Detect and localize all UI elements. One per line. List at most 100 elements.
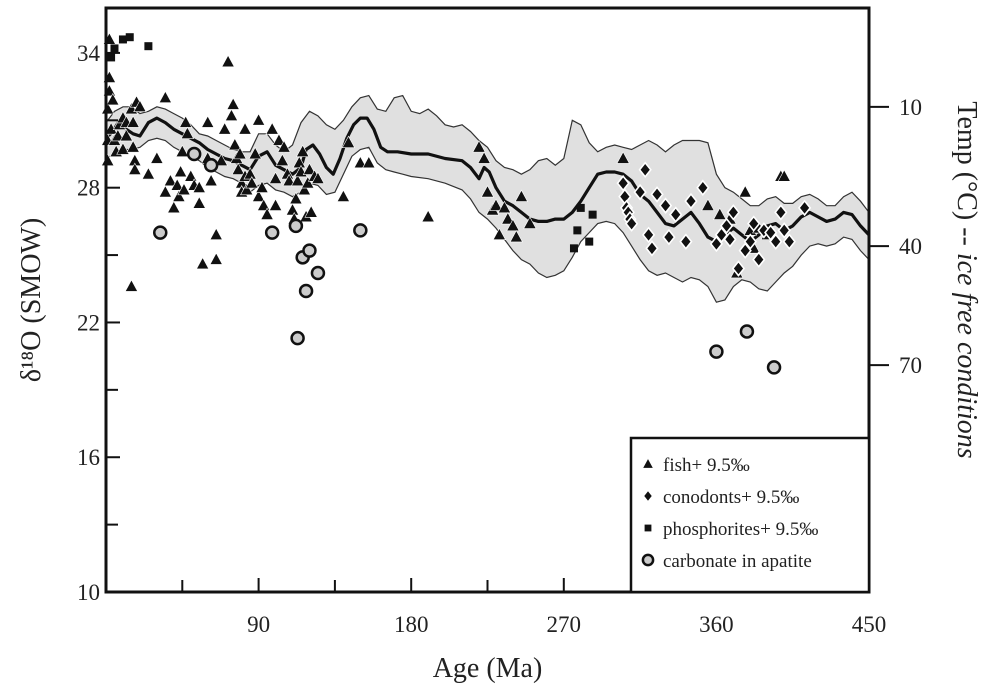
diamond-point — [633, 183, 647, 201]
triangle-point — [290, 173, 305, 187]
triangle-point — [362, 155, 376, 169]
x-tick-label: 270 — [547, 612, 582, 637]
triangle-point — [150, 151, 164, 164]
triangle-point — [119, 128, 134, 142]
triangle-point — [116, 142, 130, 155]
triangle-point — [163, 173, 178, 187]
legend-item: carbonate in apatite — [641, 551, 812, 572]
x-tick-label: 450 — [852, 612, 887, 637]
legend-circle-icon — [641, 553, 655, 567]
triangle-point — [251, 189, 266, 202]
triangle-point — [265, 122, 279, 135]
triangle-point — [738, 185, 752, 198]
y-tick-label: 28 — [77, 176, 100, 201]
diamond-point — [769, 233, 783, 250]
triangle-point — [292, 155, 306, 169]
triangle-point — [506, 218, 520, 232]
square-point — [144, 42, 153, 51]
x-axis-title: Age (Ma) — [433, 653, 543, 684]
triangle-point — [251, 113, 266, 126]
square-point — [107, 53, 116, 62]
triangle-point — [523, 216, 537, 229]
circle-point — [153, 225, 168, 240]
triangle-point — [268, 198, 283, 211]
triangle-point — [497, 200, 512, 214]
diamond-point — [726, 204, 740, 221]
triangle-point — [158, 90, 173, 104]
axis-labels: 90 180 270 360 450 10 16 22 28 34 10 40 70 Age (Ma) δ¹… — [16, 41, 982, 684]
legend-item: fish+ 9.5‰ — [642, 455, 750, 476]
triangle-point — [179, 115, 193, 128]
legend-box — [629, 436, 871, 594]
triangle-point — [275, 153, 290, 166]
legend-item: phosphorites+ 9.5‰ — [644, 519, 818, 540]
triangle-point — [492, 227, 507, 241]
diamond-point — [752, 251, 766, 268]
diamond-point — [774, 204, 788, 221]
triangle-point — [514, 189, 529, 202]
diamond-point — [719, 217, 734, 235]
triangle-point — [228, 137, 242, 151]
circle-point — [766, 360, 782, 375]
y-axis-title: δ¹⁸O (SMOW) — [16, 218, 47, 382]
diamond-point — [723, 231, 737, 248]
circle-point — [302, 243, 317, 258]
triangle-point — [282, 173, 296, 187]
triangle-point — [195, 256, 210, 270]
triangle-point — [167, 200, 181, 214]
legend-label: conodonts+ 9.5‰ — [663, 487, 799, 508]
triangle-point — [489, 198, 503, 211]
mean-curve-line — [104, 116, 871, 244]
y-tick-label: 34 — [77, 41, 101, 66]
triangle-point — [201, 115, 215, 128]
diamond-point — [797, 199, 812, 217]
diamond-point — [696, 179, 710, 196]
triangle-point — [277, 140, 291, 153]
triangle-point — [255, 180, 269, 193]
triangle-point — [285, 203, 300, 216]
legend-square-icon — [644, 524, 652, 532]
triangle-point — [218, 122, 232, 135]
triangle-point — [209, 252, 223, 265]
circle-point — [264, 225, 280, 240]
diamond-point — [764, 224, 778, 241]
triangle-point — [302, 162, 317, 175]
triangle-point — [304, 205, 318, 218]
diamond-point — [747, 215, 761, 232]
square-point — [585, 237, 594, 246]
x-tick-label: 360 — [699, 612, 734, 637]
triangle-point — [245, 176, 259, 189]
triangle-point — [231, 162, 245, 175]
y2-tick-label: 10 — [899, 95, 922, 120]
mean-curve — [104, 116, 871, 244]
triangle-point — [421, 209, 435, 223]
x-tick-label: 90 — [247, 612, 270, 637]
triangle-point — [128, 162, 142, 175]
triangle-point — [268, 171, 283, 184]
circle-point — [203, 157, 219, 173]
circle-point — [290, 330, 305, 346]
triangle-point — [336, 189, 351, 202]
triangle-point — [477, 151, 491, 164]
triangle-point — [158, 185, 173, 198]
series-circle — [153, 146, 782, 375]
triangle-point — [106, 92, 120, 106]
square-point — [573, 226, 582, 235]
series-square — [107, 33, 597, 253]
square-point — [576, 203, 585, 212]
axis-ticks — [106, 51, 889, 593]
triangle-point — [209, 227, 223, 241]
triangle-point — [204, 173, 218, 187]
triangle-point — [289, 191, 303, 205]
series-diamond — [616, 161, 812, 277]
triangle-point — [257, 198, 271, 211]
data-points — [101, 32, 812, 375]
legend-label: fish+ 9.5‰ — [663, 455, 750, 476]
legend-item: conodonts+ 9.5‰ — [642, 487, 799, 508]
square-point — [569, 244, 578, 253]
legend: fish+ 9.5‰ conodonts+ 9.5‰ phosphorites+ 9… — [629, 436, 871, 594]
triangle-point — [192, 196, 206, 209]
triangle-point — [616, 151, 630, 164]
confidence-band — [105, 94, 870, 303]
